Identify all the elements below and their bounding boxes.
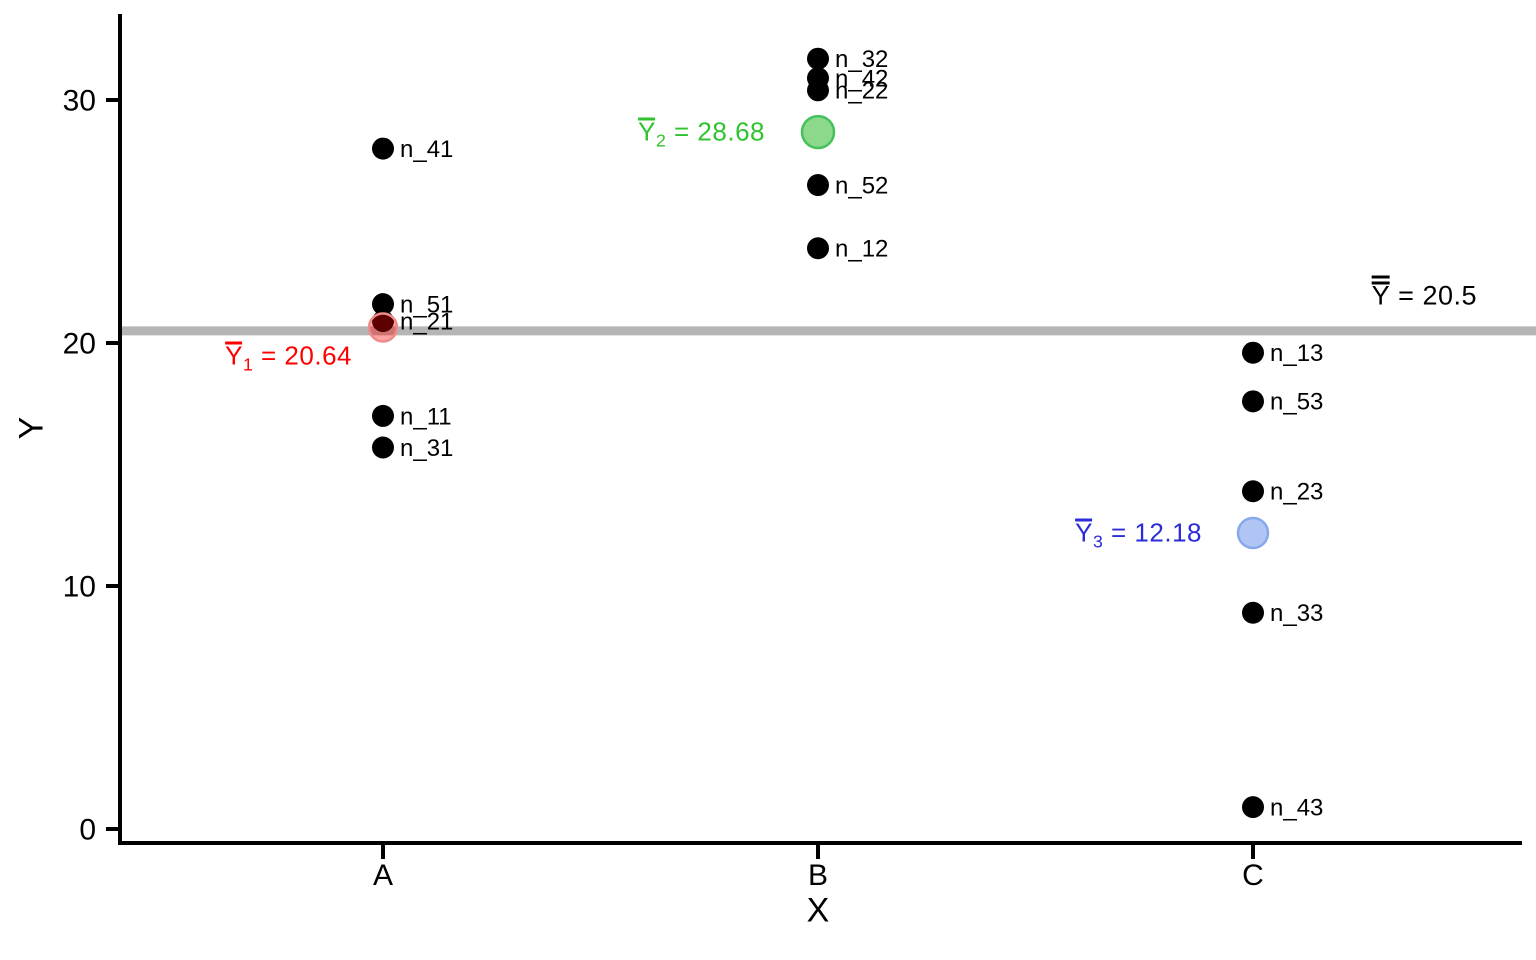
group-mean-label-3: Y3 = 12.18 — [1075, 517, 1202, 552]
data-point-n_12 — [807, 237, 829, 260]
data-point-label-n_32: n_32 — [835, 46, 888, 73]
data-point-label-n_23: n_23 — [1270, 479, 1323, 506]
data-point-n_22 — [807, 79, 829, 102]
data-point-n_43 — [1242, 796, 1264, 819]
group-mean-label-3-subscript: 3 — [1092, 531, 1104, 552]
data-point-n_11 — [372, 404, 394, 427]
data-point-label-n_53: n_53 — [1270, 389, 1323, 416]
x-tick-label: C — [1242, 859, 1264, 892]
data-point-label-n_12: n_12 — [835, 236, 888, 263]
y-tick-label: 10 — [63, 571, 96, 604]
data-point-label-n_22: n_22 — [835, 78, 888, 105]
group-mean-label-1-symbol: Y — [225, 340, 243, 371]
data-point-label-n_21: n_21 — [400, 309, 453, 336]
data-point-label-n_31: n_31 — [400, 435, 453, 462]
grand-mean-label: Y = 20.5 — [1371, 275, 1477, 311]
group-mean-point-1 — [367, 312, 399, 343]
y-tick-label: 30 — [63, 85, 96, 118]
x-axis-title: X — [806, 891, 830, 930]
group-mean-label-1-subscript: 1 — [242, 355, 254, 376]
data-point-n_23 — [1242, 480, 1264, 503]
data-point-label-n_52: n_52 — [835, 172, 888, 199]
group-mean-label-1: Y1 = 20.64 — [225, 340, 352, 376]
data-point-label-n_41: n_41 — [400, 136, 453, 163]
data-point-label-n_13: n_13 — [1270, 340, 1323, 367]
y-axis-title: Y — [12, 416, 51, 440]
group-mean-label-2-subscript: 2 — [655, 130, 667, 151]
data-point-label-n_43: n_43 — [1270, 795, 1323, 822]
data-point-n_52 — [807, 174, 829, 197]
data-point-label-n_11: n_11 — [400, 403, 452, 430]
data-point-n_31 — [372, 436, 394, 459]
group-mean-point-3 — [1236, 516, 1270, 550]
data-point-n_51 — [372, 293, 394, 316]
group-mean-label-2: Y2 = 28.68 — [638, 116, 765, 151]
data-point-n_33 — [1242, 601, 1264, 624]
group-mean-point-2 — [800, 114, 836, 150]
x-tick-label: A — [373, 859, 393, 892]
y-tick-label: 20 — [63, 328, 96, 361]
data-point-label-n_51: n_51 — [400, 292, 453, 319]
grand-mean-label-symbol: Y — [1371, 275, 1391, 311]
group-mean-label-2-symbol: Y — [638, 116, 656, 147]
data-point-n_53 — [1242, 390, 1264, 413]
data-point-n_32 — [807, 47, 829, 70]
data-point-label-n_42: n_42 — [835, 66, 888, 93]
data-point-n_41 — [372, 137, 394, 160]
y-tick-label: 0 — [79, 814, 96, 847]
data-point-n_13 — [1242, 341, 1264, 364]
group-mean-label-3-symbol: Y — [1075, 517, 1093, 548]
data-point-label-n_33: n_33 — [1270, 600, 1323, 627]
x-tick-label: B — [808, 859, 828, 892]
